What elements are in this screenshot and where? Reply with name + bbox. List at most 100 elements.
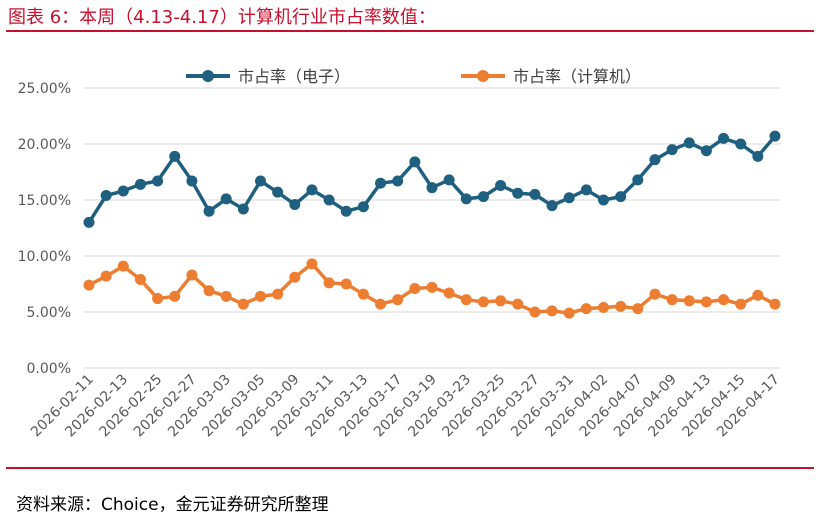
data-point [392,294,404,306]
y-tick-label: 25.00% [18,81,71,97]
data-point [340,278,352,290]
x-axis: 2026-02-112026-02-132026-02-252026-02-27… [28,372,783,441]
data-point [580,184,592,196]
data-point [752,150,764,162]
data-point [598,302,609,314]
data-point [100,270,112,282]
data-point [134,178,146,190]
legend: 市占率（电子） 市占率（计算机） [186,67,641,86]
bottom-rule [6,467,814,469]
series-lines [83,130,781,319]
data-point [272,288,284,300]
data-point [306,184,318,196]
figure-title: 图表 6：本周（4.13-4.17）计算机行业市占率数值： [8,7,436,28]
data-point [735,298,747,310]
top-rule [6,30,814,32]
y-tick-label: 5.00% [27,305,71,321]
data-point [495,295,507,307]
legend-marker [477,70,489,82]
data-point [546,200,558,212]
data-point [83,216,95,228]
chart-container: 0.00% 5.00% 10.00% 15.00% 20.00% 25.00% 2026-… [6,38,814,464]
data-point [169,290,181,302]
data-point [598,194,609,206]
data-point [666,144,678,156]
data-point [443,287,455,299]
data-point [683,137,695,149]
data-point [649,154,661,166]
y-tick-label: 0.00% [27,361,71,377]
data-point [529,306,541,318]
y-tick-label: 10.00% [18,249,71,265]
data-point [460,193,472,205]
data-point [100,190,112,202]
data-point [117,185,129,197]
data-point [529,188,541,200]
data-point [615,191,627,203]
data-point [477,296,489,308]
data-point [512,298,524,310]
data-point [700,296,712,308]
data-point [357,201,369,213]
data-point [186,175,198,187]
data-point [323,194,335,206]
data-point [375,298,387,310]
data-point [683,295,695,307]
y-tick-label: 20.00% [18,137,71,153]
data-point [649,288,661,300]
data-point [426,182,438,194]
data-point [237,203,249,215]
data-point [169,150,181,162]
data-point [220,290,232,302]
data-point [512,187,524,199]
data-point [409,156,421,168]
legend-label: 市占率（电子） [238,67,350,86]
data-point [752,289,764,301]
data-point [306,258,318,270]
legend-label: 市占率（计算机） [513,67,641,86]
legend-marker [202,70,214,82]
data-point [580,303,592,315]
data-point [117,260,129,272]
source-note: 资料来源：Choice，金元证券研究所整理 [16,495,329,515]
data-point [392,175,404,187]
data-point [255,290,266,302]
data-point [83,279,95,291]
series-electronics [83,130,781,228]
line-chart: 0.00% 5.00% 10.00% 15.00% 20.00% 25.00% 2026-… [18,67,783,441]
data-point [563,307,575,319]
data-point [357,288,369,300]
data-point [289,198,301,210]
data-point [563,192,575,204]
data-point [220,193,232,205]
data-point [375,177,387,189]
data-point [203,285,215,297]
data-point [186,269,198,281]
data-point [255,175,266,187]
data-point [666,294,678,306]
data-point [426,281,438,293]
data-point [546,305,558,317]
data-point [340,205,352,217]
data-point [615,300,627,312]
data-point [495,179,507,191]
data-point [735,138,747,150]
data-point [718,294,730,306]
series-computer [83,258,781,319]
data-point [152,175,164,187]
data-point [460,294,472,306]
data-point [632,303,644,315]
data-point [237,298,249,310]
data-point [718,132,730,144]
y-tick-label: 15.00% [18,193,71,209]
data-point [769,130,781,142]
data-point [477,191,489,203]
data-point [289,271,301,283]
data-point [700,145,712,157]
data-point [134,274,146,286]
data-point [409,282,421,294]
grid-lines [83,87,781,369]
data-point [769,298,781,310]
data-point [323,277,335,289]
data-point [632,174,644,186]
